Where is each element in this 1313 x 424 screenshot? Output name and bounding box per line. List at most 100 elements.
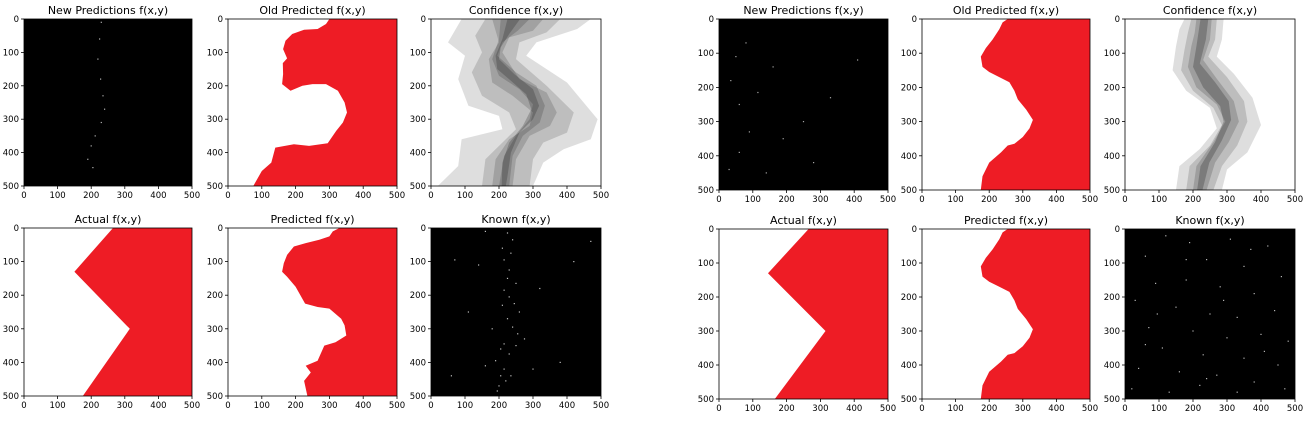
y-tick-label: 500 (3, 392, 19, 402)
y-tick-label: 500 (901, 186, 917, 196)
plot-frame (718, 18, 889, 191)
x-tick-label: 300 (1219, 195, 1235, 205)
subplot-title: Known f(x,y) (1175, 214, 1244, 227)
figure-2: New Predictions f(x,y)0 100 200 300 400 50001… (698, 4, 1303, 414)
known-point (745, 42, 747, 44)
image-content (74, 228, 192, 396)
known-point (559, 361, 561, 363)
known-point (539, 287, 541, 290)
image-content (282, 228, 397, 396)
x-tick-label: 200 (287, 401, 303, 411)
known-point (1185, 259, 1187, 261)
known-point (738, 151, 740, 153)
x-tick-label: 300 (1015, 404, 1031, 414)
known-point (728, 168, 730, 171)
image-content (728, 42, 859, 174)
x-tick-label: 500 (593, 191, 609, 201)
subplot-4: Actual f(x,y)0 100 200 300 400 50001002003004… (3, 213, 200, 411)
region-2-1 (1181, 19, 1248, 190)
y-tick-label: 0 (14, 224, 19, 234)
known-point (1277, 364, 1279, 366)
x-tick-label: 500 (389, 191, 405, 201)
region-1-1 (74, 228, 192, 396)
y-tick-label: 100 (698, 259, 714, 269)
x-tick-label: 400 (1048, 404, 1064, 414)
y-tick-label: 100 (1104, 259, 1120, 269)
x-tick-label: 100 (1151, 195, 1167, 205)
known-point (1144, 255, 1146, 257)
subplot-2: Old Predicted f(x,y)0 100 200 300 400 5000100… (207, 4, 405, 201)
region-1-1 (282, 228, 397, 396)
known-point (97, 58, 99, 60)
known-point (1263, 350, 1265, 352)
x-tick-label: 200 (83, 401, 99, 411)
x-tick-label: 400 (150, 401, 166, 411)
subplot-4: Actual f(x,y)0 100 200 300 400 50001002003004… (698, 214, 896, 414)
y-tick-label: 200 (1104, 293, 1120, 303)
y-tick-label: 400 (410, 358, 426, 368)
y-tick-label: 0 (912, 15, 917, 25)
region-3-1 (488, 19, 557, 186)
image-content (980, 229, 1090, 399)
y-tick-label: 300 (207, 115, 223, 125)
x-tick-label: 500 (593, 401, 609, 411)
known-point (495, 360, 497, 362)
image-content (253, 19, 397, 186)
y-tick-label: 0 (421, 224, 426, 234)
plot-background (1125, 19, 1295, 190)
x-tick-label: 500 (184, 401, 200, 411)
x-tick-label: 0 (919, 195, 924, 205)
x-tick-label: 0 (716, 195, 721, 205)
known-point (735, 56, 737, 58)
x-tick-label: 400 (355, 191, 371, 201)
y-tick-label: 300 (698, 118, 714, 128)
x-tick-label: 500 (1287, 404, 1303, 414)
plot-background (431, 19, 601, 186)
x-tick-label: 0 (919, 404, 924, 414)
y-tick-label: 400 (3, 358, 19, 368)
known-point (102, 95, 104, 97)
region-2-1 (471, 19, 574, 186)
y-tick-label: 100 (3, 258, 19, 268)
x-tick-label: 0 (1122, 404, 1127, 414)
x-tick-label: 500 (184, 191, 200, 201)
known-point (757, 91, 759, 94)
x-tick-label: 100 (457, 401, 473, 411)
known-point (1199, 384, 1201, 386)
y-tick-label: 500 (410, 182, 426, 192)
plot-background (719, 19, 888, 190)
y-tick-label: 400 (901, 361, 917, 371)
subplot-title: Old Predicted f(x,y) (953, 4, 1059, 17)
x-tick-label: 500 (389, 401, 405, 411)
known-point (1267, 245, 1269, 247)
x-tick-label: 300 (1219, 404, 1235, 414)
subplot-3: Confidence f(x,y)0 100 200 300 400 5000100200… (1104, 4, 1303, 205)
x-tick-label: 200 (1185, 195, 1201, 205)
subplot-title: Actual f(x,y) (75, 213, 142, 226)
known-point (1168, 391, 1170, 393)
known-point (738, 103, 740, 106)
y-tick-label: 0 (14, 15, 19, 25)
known-point (748, 131, 750, 133)
plot-frame (430, 227, 602, 397)
x-tick-label: 200 (83, 191, 99, 201)
subplot-1: New Predictions f(x,y)0 100 200 300 400 50001… (698, 4, 896, 205)
plot-frame (23, 18, 193, 187)
x-tick-label: 0 (716, 404, 721, 414)
subplot-title: Confidence f(x,y) (1163, 4, 1257, 17)
x-tick-label: 200 (491, 191, 507, 201)
y-tick-label: 200 (410, 291, 426, 301)
y-tick-label: 0 (218, 224, 223, 234)
y-tick-label: 400 (410, 149, 426, 159)
region-4-1 (492, 19, 545, 186)
y-tick-label: 200 (410, 82, 426, 92)
known-point (508, 296, 510, 298)
known-point (1260, 333, 1262, 335)
known-point (505, 380, 507, 382)
x-tick-label: 200 (491, 401, 507, 411)
known-point (857, 59, 859, 61)
known-point (478, 264, 480, 266)
region-5-1 (495, 19, 540, 186)
known-point (1161, 347, 1163, 349)
known-point (87, 158, 89, 160)
